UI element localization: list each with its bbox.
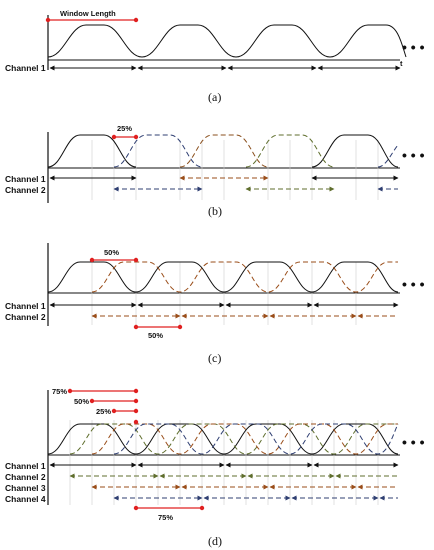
overlap-label-50: 50% — [74, 397, 89, 406]
overlap-bar-bottom-end-dot — [199, 505, 205, 511]
ch1-waveform — [47, 261, 399, 293]
ch2-waveform — [113, 134, 399, 168]
panel-a-caption: (a) — [208, 90, 221, 104]
panel-d: 75% 50% 25% • • • Channel 1 Channel 2 Ch… — [5, 387, 425, 548]
window-length-start-dot — [45, 17, 51, 23]
panel-b-caption: (b) — [208, 204, 222, 218]
overlap-bar-base-dot — [133, 419, 139, 425]
ch2-waveform — [69, 423, 398, 455]
overlap-label-top: 50% — [104, 248, 119, 257]
overlap-label: 25% — [117, 124, 132, 133]
overlap-bar-top-end-dot — [133, 257, 139, 263]
ch1-waveform — [47, 134, 399, 168]
channel-1-label: Channel 1 — [5, 301, 46, 311]
ellipsis: • • • — [402, 276, 425, 292]
t-axis-label: t — [400, 59, 403, 68]
overlap-label-bottom: 75% — [158, 513, 173, 522]
overlap-bar-bottom-start-dot — [133, 505, 139, 511]
overlap-label-75: 75% — [52, 387, 67, 396]
ch4-waveform — [113, 423, 399, 455]
ellipsis: • • • — [402, 147, 425, 163]
overlap-bar-top-start-dot — [89, 257, 95, 263]
overlap-bar-75-start-dot — [67, 388, 73, 394]
overlap-bar-bottom-end-dot — [177, 324, 183, 330]
channel-2-label: Channel 2 — [5, 185, 46, 195]
ch2-waveform — [91, 261, 398, 293]
channel-1-label: Channel 1 — [5, 174, 46, 184]
channel-3-label: Channel 3 — [5, 483, 46, 493]
overlap-bar-end-dot — [133, 134, 139, 140]
panel-c: 50% • • • Channel 1 Channel 2 50% (c) — [5, 243, 425, 365]
panel-b: 25% • • • Channel 1 Channel 2 (b) — [5, 124, 425, 218]
overlap-bar-50-start-dot — [89, 398, 95, 404]
channel-4-label: Channel 4 — [5, 494, 46, 504]
panel-c-caption: (c) — [208, 351, 221, 365]
ch1-waveform — [47, 24, 407, 58]
ch1-waveform — [47, 423, 399, 455]
channel-1-label: Channel 1 — [5, 461, 46, 471]
window-length-end-dot — [133, 17, 139, 23]
overlap-bar-start-dot — [111, 134, 117, 140]
overlap-bar-75-end-dot — [133, 388, 139, 394]
panel-a: t Window Length • • • Channel 1 (a) — [5, 9, 425, 104]
channel-2-label: Channel 2 — [5, 312, 46, 322]
ellipsis: • • • — [402, 39, 425, 55]
overlap-bar-25-end-dot — [133, 408, 139, 414]
overlap-bar-25-start-dot — [111, 408, 117, 414]
overlap-bars-top — [67, 388, 139, 425]
overlap-label-25: 25% — [96, 407, 111, 416]
grid-ticks — [91, 140, 379, 200]
ch3-waveform — [91, 423, 398, 455]
overlap-label-bottom: 50% — [148, 331, 163, 340]
ch3-waveform — [179, 134, 269, 168]
channel-2-label: Channel 2 — [5, 472, 46, 482]
panel-d-caption: (d) — [208, 534, 222, 548]
overlap-bar-50-end-dot — [133, 398, 139, 404]
ellipsis: • • • — [402, 434, 425, 450]
channel-1-label: Channel 1 — [5, 63, 46, 73]
overlap-bar-bottom-start-dot — [133, 324, 139, 330]
window-length-label: Window Length — [60, 9, 116, 18]
ch4-waveform — [245, 134, 335, 168]
